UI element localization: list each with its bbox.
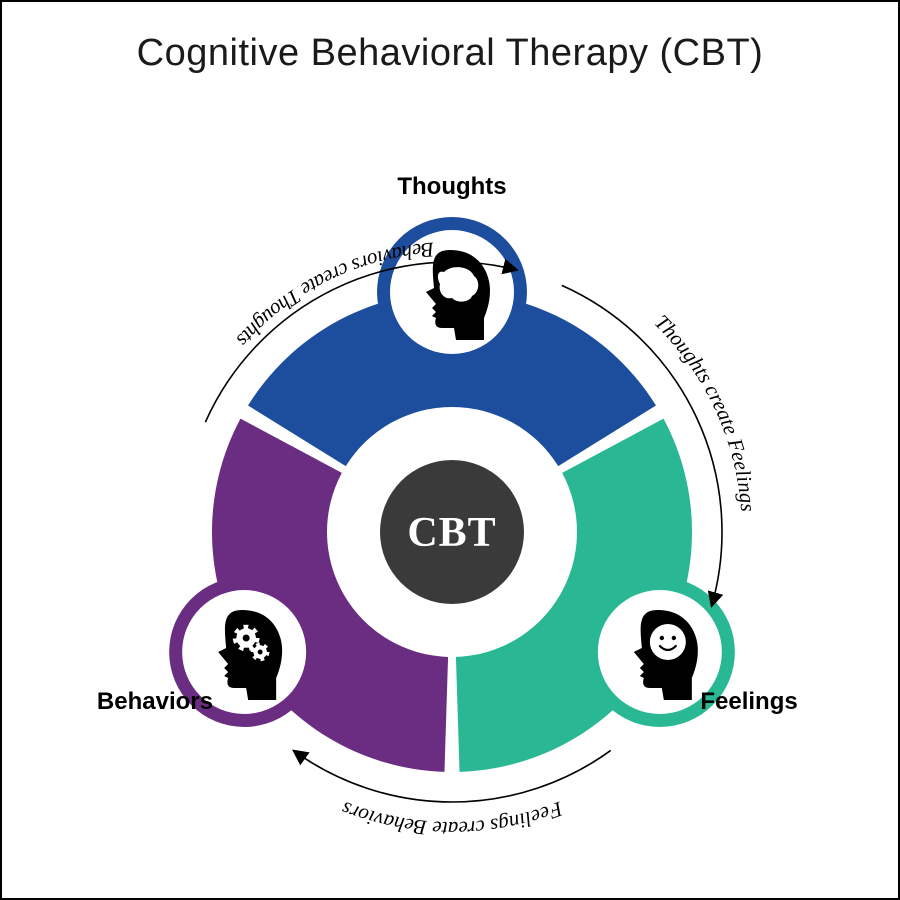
diagram-frame: Cognitive Behavioral Therapy (CBT) CBT T… (0, 0, 900, 900)
label-feelings: Feelings (669, 688, 829, 716)
cbt-cycle-diagram: CBT Thoughts create FeelingsFeelings cre… (2, 2, 900, 900)
arc-label: Feelings create Behaviors (338, 796, 567, 841)
label-behaviors: Behaviors (75, 688, 235, 716)
center-label: CBT (407, 510, 496, 556)
arrow (293, 750, 610, 802)
label-thoughts: Thoughts (372, 173, 532, 201)
